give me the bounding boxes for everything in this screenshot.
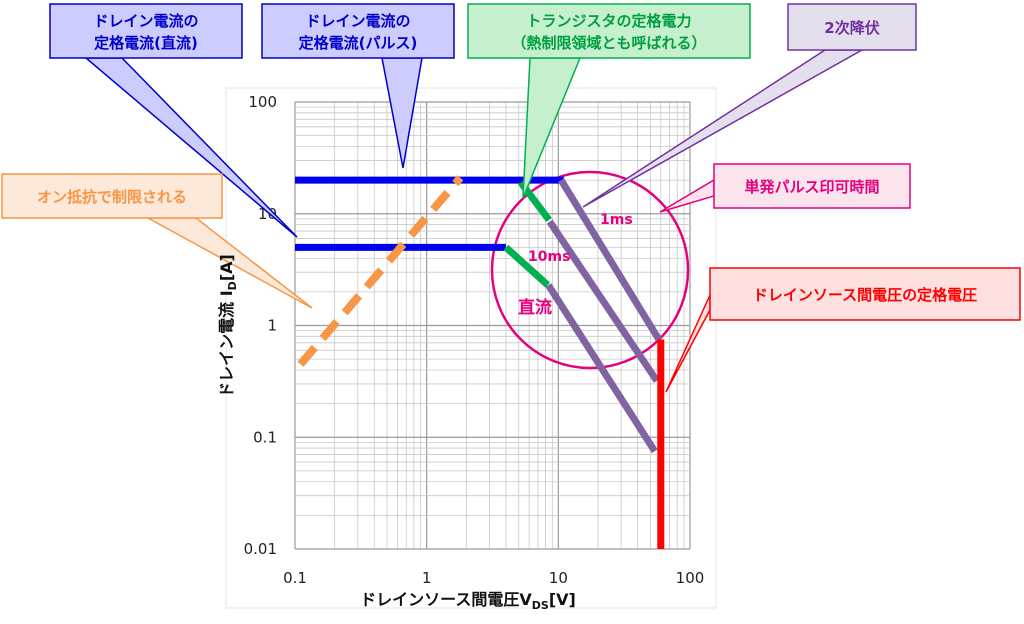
annotation-label: 直流 — [518, 297, 552, 318]
callout-box — [261, 3, 455, 59]
tick-labels: 0.1 1 10 100 100 10 1 0.1 0.01 — [244, 93, 705, 587]
callout-text: 定格電流(直流) — [94, 34, 198, 52]
x-tick-label: 0.1 — [283, 569, 307, 587]
series-line-8 — [545, 283, 658, 454]
callout-box — [709, 267, 1021, 321]
callout-box — [713, 163, 911, 209]
x-tick-label: 100 — [676, 569, 705, 587]
callout-text: オン抵抗で制限される — [37, 188, 187, 206]
pulse-time-circle — [490, 170, 690, 370]
annotation-label: 10ms — [528, 249, 570, 265]
series-line-5 — [503, 244, 551, 288]
y-axis-title: ドレイン電流 ID[A] — [217, 254, 239, 398]
callout-text: トランジスタの定格電力 — [526, 12, 691, 30]
y-tick-label: 0.01 — [244, 540, 277, 558]
callout-text: 定格電流(パルス) — [299, 34, 418, 52]
y-tick-label: 10 — [258, 205, 277, 223]
series-line-6 — [558, 178, 662, 342]
series-line-3 — [297, 175, 464, 367]
pulse-circle — [490, 170, 690, 370]
annotation-label: 1ms — [600, 212, 633, 228]
callout-box — [467, 3, 751, 59]
series-line-7 — [546, 219, 660, 383]
callout-text: ドレインソース間電圧の定格電圧 — [753, 286, 977, 304]
chart-area-frame — [225, 87, 717, 609]
callout-text: 2次降伏 — [824, 19, 879, 37]
x-tick-label: 1 — [422, 569, 432, 587]
callout-box — [787, 3, 917, 51]
y-tick-label: 100 — [248, 93, 277, 111]
x-axis-title: ドレインソース間電圧VDS[V] — [360, 590, 576, 612]
callout-text: ドレイン電流の — [305, 12, 410, 30]
series-lines — [295, 175, 665, 549]
annotations: 1ms 10ms 直流 — [518, 212, 633, 318]
callout-text: ドレイン電流の — [93, 12, 198, 30]
y-tick-label: 1 — [267, 317, 277, 335]
y-tick-label: 0.1 — [253, 428, 277, 446]
x-tick-label: 10 — [549, 569, 568, 587]
callout-box — [49, 3, 243, 59]
callout-text: 単発パルス印可時間 — [744, 178, 879, 196]
callout-box — [1, 173, 223, 219]
callouts: ドレイン電流の定格電流(直流)ドレイン電流の定格電流(パルス)トランジスタの定格… — [1, 3, 1021, 393]
callout-text: （熱制限領域とも呼ばれる） — [511, 34, 706, 52]
